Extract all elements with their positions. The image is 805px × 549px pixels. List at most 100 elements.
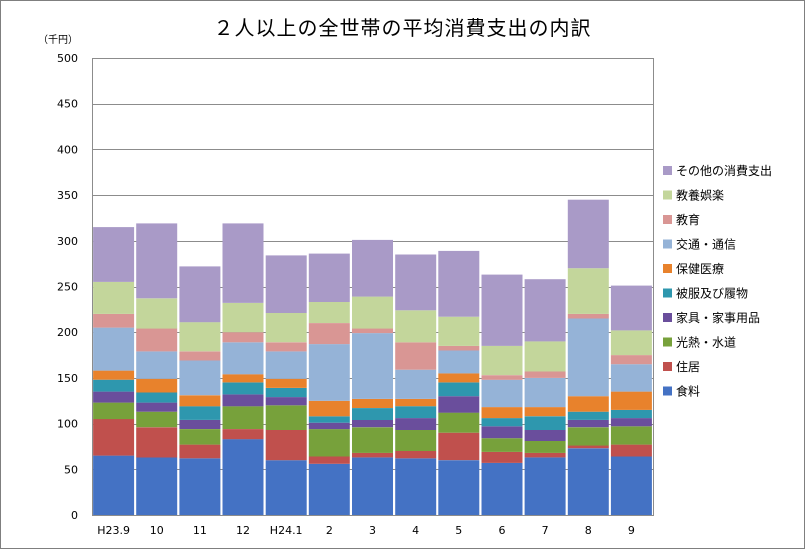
bar-segment-2-7: [524, 452, 566, 458]
bar-segment-7-6: [481, 379, 523, 408]
bar-segment-4-9: [610, 418, 652, 427]
bar-segment-8-11: [179, 351, 221, 361]
legend-item-5: 被服及び履物: [663, 287, 748, 301]
bar-segment-4-10: [136, 402, 178, 412]
bar-segment-9-4: [395, 310, 437, 343]
legend-label: 保健医療: [676, 262, 724, 276]
legend-label: 被服及び履物: [676, 287, 748, 301]
x-tick-label-H24.1: H24.1: [270, 524, 303, 537]
bar-segment-6-H23.9: [93, 370, 135, 380]
chart-title: ２人以上の全世帯の平均消費支出の内訳: [213, 16, 592, 40]
bar-segment-9-12: [222, 303, 264, 333]
bar-segment-1-H24.1: [265, 460, 307, 515]
bar-segment-10-6: [481, 274, 523, 346]
y-tick-label-0: 0: [71, 509, 78, 522]
bar-stack-10: [136, 223, 178, 515]
bar-segment-10-11: [179, 266, 221, 323]
bar-segment-8-12: [222, 332, 264, 343]
bar-segment-3-3: [352, 427, 393, 453]
bar-segment-4-11: [179, 419, 221, 429]
bar-segment-8-8: [567, 313, 609, 319]
bar-segment-2-3: [352, 452, 393, 458]
bar-segment-10-3: [352, 239, 393, 297]
y-tick-label-450: 450: [57, 98, 78, 111]
bar-segment-4-12: [222, 394, 264, 407]
bar-segment-7-4: [395, 369, 437, 399]
bar-stack-6: [481, 274, 523, 515]
bar-segment-3-8: [567, 427, 609, 446]
bar-segment-5-6: [481, 418, 523, 427]
x-tick-label-10: 10: [150, 524, 164, 537]
bar-segment-3-H23.9: [93, 402, 135, 420]
legend-item-4: 家具・家事用品: [663, 310, 760, 325]
bar-segment-9-H23.9: [93, 281, 135, 314]
legend-swatch: [663, 264, 672, 273]
bar-segment-1-10: [136, 457, 178, 515]
y-tick-label-500: 500: [57, 52, 78, 65]
y-tick-label-150: 150: [57, 372, 78, 385]
bar-segment-2-11: [179, 444, 221, 459]
bar-segment-7-8: [567, 318, 609, 397]
bar-segment-3-6: [481, 438, 523, 452]
bar-segment-5-5: [438, 382, 480, 397]
bar-stacks: [93, 199, 652, 515]
bar-segment-10-H24.1: [265, 255, 307, 313]
x-tick-label-2: 2: [326, 524, 333, 537]
x-tick-label-11: 11: [193, 524, 207, 537]
bar-stack-12: [222, 223, 264, 515]
bar-segment-2-H24.1: [265, 430, 307, 461]
bar-segment-7-10: [136, 351, 178, 379]
bar-segment-3-4: [395, 430, 437, 451]
bar-segment-4-5: [438, 396, 480, 413]
bar-segment-4-3: [352, 419, 393, 428]
bar-segment-7-H23.9: [93, 327, 135, 371]
bar-segment-8-4: [395, 342, 437, 370]
bar-segment-10-7: [524, 279, 566, 342]
bar-segment-6-9: [610, 391, 652, 410]
bar-segment-1-9: [610, 456, 652, 515]
legend-item-8: 教育: [663, 212, 700, 227]
legend-item-6: 保健医療: [663, 262, 724, 276]
bar-segment-4-H24.1: [265, 397, 307, 406]
bar-segment-5-7: [524, 416, 566, 430]
x-axis-ticks: H23.9 10 11 12 H24.1 2 3 4 5 6 7 8 9: [97, 524, 635, 537]
bar-segment-6-6: [481, 407, 523, 419]
bar-segment-8-3: [352, 328, 393, 334]
bar-segment-6-3: [352, 398, 393, 408]
legend-swatch: [663, 313, 672, 322]
bar-stack-4: [395, 254, 437, 515]
bar-segment-1-3: [352, 457, 393, 515]
bar-segment-3-9: [610, 426, 652, 445]
bar-segment-3-H24.1: [265, 405, 307, 430]
bar-stack-7: [524, 279, 566, 515]
bar-segment-8-6: [481, 375, 523, 380]
x-tick-label-8: 8: [585, 524, 592, 537]
bar-segment-7-H24.1: [265, 351, 307, 379]
bar-segment-8-H23.9: [93, 313, 135, 328]
bar-segment-4-H23.9: [93, 391, 135, 403]
legend-label: 光熱・水道: [676, 336, 736, 350]
y-tick-label-100: 100: [57, 418, 78, 431]
bar-segment-2-8: [567, 445, 609, 449]
legend-label: 教養娯楽: [676, 188, 724, 203]
bar-segment-5-9: [610, 409, 652, 419]
bar-segment-5-4: [395, 406, 437, 419]
bar-segment-5-H23.9: [93, 379, 135, 392]
bar-segment-1-2: [308, 463, 350, 515]
bar-segment-8-7: [524, 371, 566, 378]
bar-segment-2-H23.9: [93, 419, 135, 456]
x-tick-label-12: 12: [236, 524, 250, 537]
bar-segment-7-7: [524, 377, 566, 408]
bar-segment-4-4: [395, 418, 437, 430]
x-tick-label-5: 5: [455, 524, 462, 537]
legend-label: その他の消費支出: [676, 163, 772, 178]
bar-segment-3-5: [438, 412, 480, 433]
bar-segment-3-2: [308, 429, 350, 457]
bar-stack-H24.1: [265, 255, 307, 515]
bar-segment-5-3: [352, 408, 393, 420]
bar-segment-10-12: [222, 223, 264, 303]
legend-label: 住居: [676, 360, 700, 374]
y-tick-label-250: 250: [57, 281, 78, 294]
bar-segment-9-7: [524, 341, 566, 372]
